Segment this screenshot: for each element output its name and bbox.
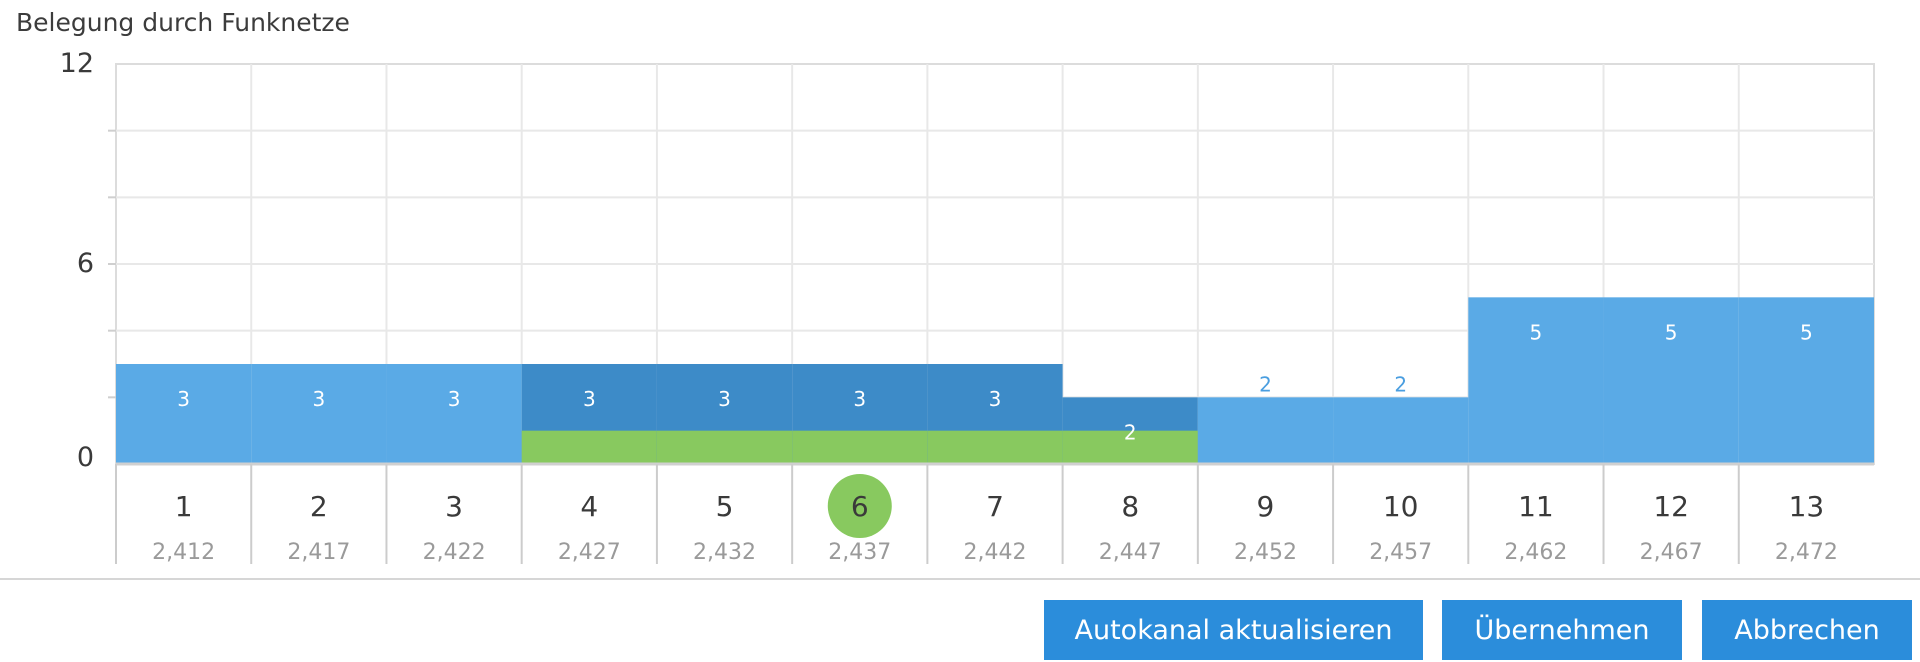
bar-channel-3 (386, 364, 522, 464)
y-tick-label: 0 (77, 442, 94, 473)
chart-labels: 3 3 3 3 3 3 3 2 2 2 5 5 5 1 2,412 2 2,417 3 2,422 4 2,427 5 2,… (152, 320, 1838, 565)
data-label: 2 (1259, 372, 1272, 396)
channel-occupancy-chart: 0 6 12 3 3 3 3 3 3 3 2 2 2 5 5 5 1 2,412 2 2,417 3 2,422 4 2,4… (60, 48, 1875, 565)
data-label: 2 (1394, 372, 1407, 396)
x-tick-label-frequency: 2,452 (1234, 540, 1297, 565)
x-tick-label-frequency: 2,447 (1099, 540, 1162, 565)
x-tick-label-channel: 9 (1257, 490, 1275, 523)
x-tick-label-frequency: 2,417 (287, 540, 350, 565)
data-label: 3 (312, 387, 325, 411)
bar-channel-11 (1468, 297, 1604, 464)
bar-channel-10 (1333, 397, 1469, 464)
divider (0, 578, 1920, 580)
own-network-bar-channel-6 (792, 430, 928, 464)
own-network-bar-channel-4 (521, 430, 657, 464)
x-tick-label-frequency: 2,422 (423, 540, 486, 565)
x-tick-label-channel: 8 (1121, 490, 1139, 523)
data-label: 3 (718, 387, 731, 411)
own-network-bar-channel-5 (656, 430, 793, 464)
x-tick-label-channel: 12 (1653, 490, 1689, 523)
y-tick-label: 6 (77, 248, 94, 279)
x-tick-label-channel: 13 (1789, 490, 1825, 523)
bar-channel-2 (251, 364, 387, 464)
data-label: 3 (853, 387, 866, 411)
selected-channel-marker (827, 474, 892, 538)
x-tick-label-channel: 10 (1383, 490, 1419, 523)
cancel-button[interactable]: Abbrechen (1702, 600, 1912, 660)
refresh-autochannel-button[interactable]: Autokanal aktualisieren (1044, 600, 1423, 660)
x-tick-label-frequency: 2,412 (152, 540, 215, 565)
own-network-bar-channel-7 (927, 430, 1063, 464)
chart-title: Belegung durch Funknetze (16, 8, 350, 37)
apply-button[interactable]: Übernehmen (1442, 600, 1682, 660)
x-tick-label-frequency: 2,427 (558, 540, 621, 565)
chart-bars (116, 297, 1874, 464)
y-tick-label: 12 (60, 48, 94, 79)
bar-channel-13 (1738, 297, 1874, 464)
bar-channel-12 (1603, 297, 1739, 464)
data-label: 3 (583, 387, 596, 411)
x-tick-label-channel: 5 (716, 490, 734, 523)
data-label: 3 (989, 387, 1002, 411)
x-tick-label-frequency: 2,457 (1369, 540, 1432, 565)
data-label: 5 (1530, 320, 1543, 344)
x-tick-label-frequency: 2,442 (964, 540, 1027, 565)
x-tick-label-frequency: 2,467 (1640, 540, 1703, 565)
data-label: 5 (1800, 320, 1813, 344)
data-label: 2 (1124, 420, 1137, 444)
x-tick-label-frequency: 2,472 (1775, 540, 1838, 565)
data-label: 3 (177, 387, 190, 411)
x-tick-label-channel: 7 (986, 490, 1004, 523)
x-tick-label-frequency: 2,462 (1504, 540, 1567, 565)
bar-channel-9 (1197, 397, 1334, 464)
own-network-bar-channel-8 (1062, 430, 1198, 464)
data-label: 3 (448, 387, 461, 411)
x-tick-label-channel: 3 (445, 490, 463, 523)
x-tick-label-frequency: 2,437 (828, 540, 891, 565)
data-label: 5 (1665, 320, 1678, 344)
x-tick-label-channel: 11 (1518, 490, 1554, 523)
bar-channel-1 (116, 364, 252, 464)
x-tick-label-channel: 6 (851, 490, 869, 523)
x-tick-label-frequency: 2,432 (693, 540, 756, 565)
x-tick-label-channel: 1 (175, 490, 193, 523)
x-tick-label-channel: 2 (310, 490, 328, 523)
x-tick-label-channel: 4 (580, 490, 598, 523)
